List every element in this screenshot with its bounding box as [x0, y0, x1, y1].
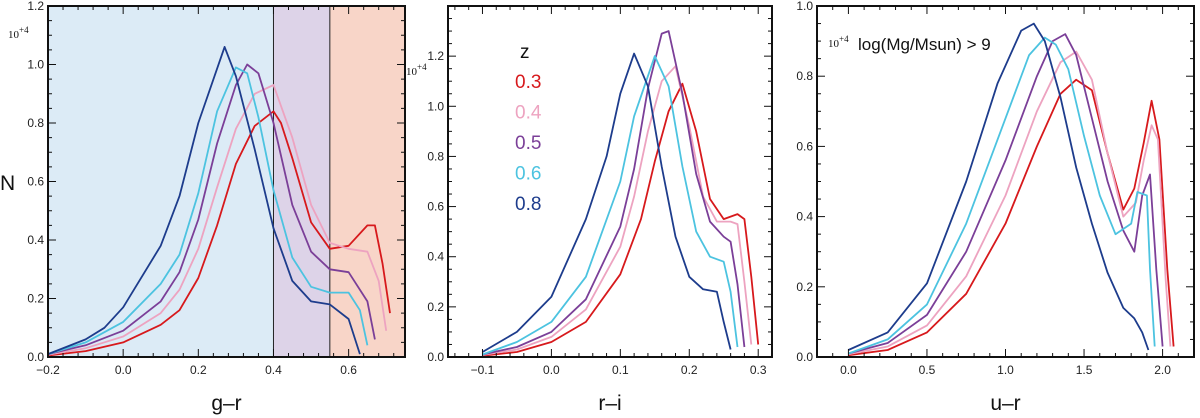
panel-1: −0.2 0.0 0.2 0.4 0.60.00.20.40.60.81.01.2g–r [27, 0, 406, 415]
series-line-z-0-5 [47, 63, 376, 355]
series-line-z-0-8 [848, 22, 1150, 351]
series-line-z-0-6 [848, 36, 1156, 355]
x-tick-label: 1.5 [1076, 363, 1093, 377]
x-tick-label: 0.2 [190, 363, 207, 377]
panel-2: −0.1 0.0 0.1 0.2 0.3 0.0 0.2 0.4 0.6 0.8 1.0 1.2 r–i [427, 5, 773, 415]
series-line-z-0-4 [47, 84, 388, 356]
y-tick-label: 0.0 [27, 350, 44, 364]
x-tick-label: 0.0 [840, 363, 857, 377]
x-axis-label: u–r [990, 392, 1020, 415]
legend-entry-z-0-5: 0.5 [515, 133, 541, 154]
y-tick-label: 0.2 [427, 300, 444, 314]
legend-title: z [520, 42, 530, 63]
x-tick-label: 0.5 [919, 363, 936, 377]
x-tick-label: 0.0 [543, 363, 560, 377]
y-tick-label: 0.8 [427, 149, 444, 163]
y-tick-label: 1.0 [796, 0, 813, 13]
y-tick-label: 0.4 [27, 233, 44, 247]
legend-entry-z-0-6: 0.6 [515, 164, 541, 185]
x-tick-label: 0.4 [265, 363, 282, 377]
y-scale-note: 10+4 [828, 34, 849, 50]
series-line-z-0-5 [848, 33, 1164, 355]
shaded-region-1 [48, 6, 274, 357]
y-tick-label: 0.0 [427, 350, 444, 364]
series-line-z-0-8 [47, 46, 361, 355]
y-tick-label: 0.4 [796, 210, 813, 224]
x-tick-label: 2.0 [1154, 363, 1171, 377]
series-line-z-0-6 [47, 66, 369, 355]
x-tick-label: 1.0 [997, 363, 1014, 377]
x-tick-label: −0.1 [471, 363, 495, 377]
y-tick-label: 1.0 [27, 58, 44, 72]
y-tick-label: 0.2 [27, 292, 44, 306]
y-tick-label: 0.8 [796, 69, 813, 83]
series-line-z-0-4 [482, 65, 753, 356]
series-line-z-0-5 [482, 30, 746, 356]
plot-frame [816, 5, 1195, 358]
x-axis-label: g–r [211, 392, 241, 415]
series-line-z-0-4 [848, 50, 1172, 356]
plot-frame [447, 5, 773, 358]
y-tick-label: 0.8 [27, 116, 44, 130]
y-tick-label: 0.6 [796, 139, 813, 153]
series-line-z-0-3 [47, 110, 391, 357]
y-tick-label: 0.6 [427, 200, 444, 214]
legend-entry-z-0-3: 0.3 [515, 72, 541, 93]
x-tick-label: 0.2 [681, 363, 698, 377]
series-line-z-0-8 [482, 52, 732, 353]
y-tick-label: 0.6 [27, 175, 44, 189]
shaded-region-3 [329, 6, 405, 357]
panel-3: 0.0 0.5 1.0 1.5 2.0 0.0 0.2 0.4 0.6 0.8 1.0 u–r [796, 0, 1195, 415]
y-tick-label: 0.0 [796, 350, 813, 364]
legend-entry-z-0-4: 0.4 [515, 103, 542, 124]
x-tick-label: 0.1 [612, 363, 629, 377]
y-scale-note: 10+4 [8, 25, 29, 41]
y-tick-label: 0.2 [796, 280, 813, 294]
series-line-z-0-6 [482, 55, 739, 356]
legend: z 0.3 0.4 0.5 0.6 0.8 [515, 42, 542, 215]
series-line-z-0-3 [848, 78, 1175, 357]
x-axis-label: r–i [598, 392, 621, 415]
legend-entry-z-0-8: 0.8 [515, 194, 541, 215]
series-line-z-0-3 [482, 82, 760, 357]
y-tick-label: 1.2 [427, 49, 444, 63]
x-tick-label: 0.6 [340, 363, 357, 377]
x-tick-label: 0.0 [115, 363, 132, 377]
x-tick-label: −0.2 [36, 363, 60, 377]
y-scale-note: 10+4 [406, 62, 427, 78]
y-tick-label: 1.0 [427, 99, 444, 113]
x-tick-label: 0.3 [750, 363, 767, 377]
shaded-region-2 [273, 6, 330, 357]
y-tick-label: 0.4 [427, 250, 444, 264]
y-tick-label: 1.2 [27, 0, 44, 13]
y-axis-label: N [0, 172, 15, 195]
mass-cut-annotation: log(Mg/Msun) > 9 [858, 35, 991, 54]
